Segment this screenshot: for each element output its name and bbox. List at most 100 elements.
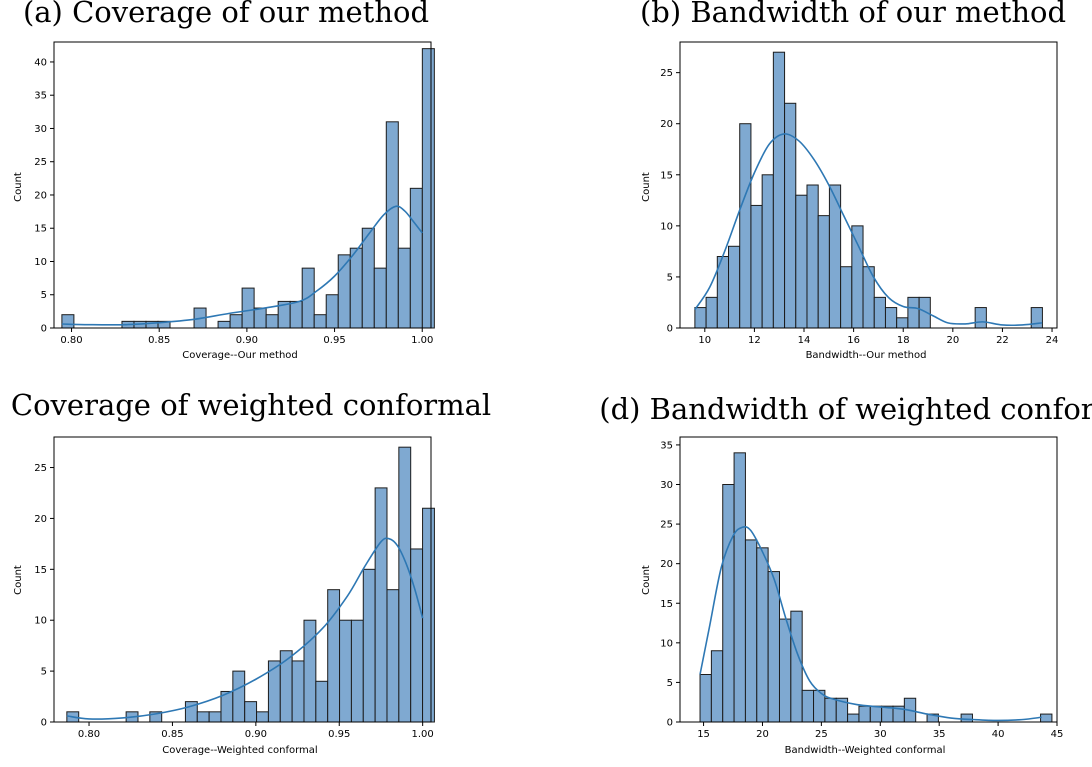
y-tick-label-a-4: 20 [34,190,47,201]
x-tick-label-c-3: 0.95 [328,729,350,740]
panel-c-plot: 0.80 0.85 0.90 0.95 1.00 0 5 10 15 20 25 [34,436,435,740]
histogram-bar-d-0 [699,674,712,723]
y-tick-label-b-2: 10 [660,221,673,232]
histogram-bar-b-18 [896,317,909,329]
histogram-bar-b-30 [1030,307,1043,329]
y-tick-label-b-3: 15 [660,170,673,181]
histogram-bar-b-14 [851,225,864,329]
histogram-bar-a-19 [289,300,303,329]
y-tick-label-c-2: 10 [34,616,47,627]
panel-a: (a) Coverage of our method 0.80 0.85 0.90 0… [13,0,435,361]
y-tick-label-b-1: 5 [667,272,673,283]
histogram-bar-d-23 [960,713,973,723]
panel-d-ylabel: Count [641,565,652,595]
panel-b-plot: 10 12 14 16 18 20 22 24 0 5 10 15 20 25 [660,41,1059,346]
histogram-bar-d-4 [744,539,758,723]
histogram-bar-c-14 [232,670,246,723]
histogram-bar-c-20 [303,619,317,723]
histogram-bar-c-27 [386,589,400,723]
histogram-bar-c-11 [196,711,210,723]
y-tick-label-d-3: 15 [660,599,673,610]
y-tick-label-a-8: 40 [34,57,47,68]
y-tick-label-d-1: 5 [667,678,673,689]
y-tick-label-c-0: 0 [41,718,47,729]
panel-b: (b) Bandwidth of our method 10 12 14 16 18 20… [640,0,1066,361]
kde-curve-b [694,133,1043,327]
plot-frame-c [53,436,432,723]
histogram-bar-c-28 [398,446,412,723]
x-tick-label-c-2: 0.90 [245,729,267,740]
histogram-bar-a-24 [349,247,363,329]
histogram-bar-b-16 [873,296,886,329]
histogram-bar-c-12 [208,711,222,723]
kde-curve-d [699,525,1042,722]
y-tick-label-d-5: 25 [660,520,673,531]
x-tick-label-d-4: 35 [933,729,946,740]
histogram-bar-c-25 [362,568,376,723]
histogram-bar-b-11 [817,215,830,329]
panel-d-xlabel: Bandwidth--Weighted conformal [785,745,946,756]
x-tick-label-b-0: 10 [698,335,711,346]
x-tick-label-a-0: 0.80 [60,335,82,346]
histogram-bar-b-9 [795,194,808,329]
panel-a-plot: 0.80 0.85 0.90 0.95 1.00 0 5 10 15 20 25 30 35 40 [34,41,435,346]
histogram-bar-c-29 [410,548,424,723]
x-tick-label-b-6: 22 [996,335,1009,346]
x-tick-label-a-1: 0.85 [148,335,170,346]
histogram-bar-a-0 [61,314,75,329]
histogram-bar-d-13 [847,713,860,723]
x-tick-label-c-1: 0.85 [161,729,183,740]
histogram-bar-d-3 [733,452,746,723]
y-tick-label-d-7: 35 [660,440,673,451]
x-tick-label-c-0: 0.80 [78,729,100,740]
histogram-bar-b-3 [728,245,741,329]
histogram-bar-d-1 [710,650,724,723]
histogram-bar-a-22 [325,294,339,329]
panel-a-ylabel: Count [13,172,24,202]
x-tick-label-b-3: 16 [847,335,860,346]
x-tick-label-d-1: 20 [756,729,769,740]
y-tick-label-c-4: 20 [34,514,47,525]
kde-curve-c [66,537,424,720]
histogram-bar-a-25 [361,227,375,329]
panel-b-ylabel: Count [641,172,652,202]
histogram-bar-b-13 [840,266,853,329]
histogram-bar-d-6 [767,571,780,723]
y-tick-label-b-5: 25 [660,68,673,79]
plot-frame-d [679,436,1058,723]
y-tick-label-d-0: 0 [667,718,673,729]
x-tick-label-a-3: 0.95 [323,335,345,346]
histogram-bar-b-19 [907,296,920,329]
y-tick-label-c-5: 25 [34,463,47,474]
histogram-bar-b-17 [884,307,898,329]
y-tick-label-c-1: 5 [41,667,47,678]
histogram-bar-d-8 [790,610,803,723]
x-tick-label-d-6: 45 [1051,729,1064,740]
x-tick-label-b-2: 14 [798,335,811,346]
histogram-bar-b-4 [739,123,752,329]
kde-curve-a [61,205,423,326]
x-tick-label-b-7: 24 [1046,335,1059,346]
histogram-bar-b-0 [694,307,707,329]
x-tick-label-b-5: 20 [946,335,959,346]
x-tick-label-d-5: 40 [992,729,1005,740]
histogram-bar-c-15 [244,701,258,723]
histogram-bar-a-14 [229,314,243,329]
histogram-bar-d-5 [756,547,769,723]
x-tick-label-a-2: 0.90 [236,335,258,346]
x-tick-label-b-4: 18 [897,335,910,346]
panel-c: (c) Coverage of weighted conformal 0.80 0… [0,388,491,756]
panel-a-xlabel: Coverage--Our method [182,350,298,361]
y-tick-label-d-4: 20 [660,559,673,570]
x-tick-label-c-4: 1.00 [412,729,434,740]
histogram-bar-a-27 [385,121,399,329]
panel-b-title: (b) Bandwidth of our method [640,0,1066,29]
y-tick-label-a-0: 0 [41,324,47,335]
x-tick-label-d-2: 25 [815,729,828,740]
panel-a-title: (a) Coverage of our method [23,0,429,29]
y-tick-label-d-2: 10 [660,638,673,649]
histogram-bar-d-9 [801,689,815,723]
panel-d: (d) Bandwidth of weighted conformal 15 20… [599,392,1092,756]
histogram-bar-a-28 [397,247,411,329]
